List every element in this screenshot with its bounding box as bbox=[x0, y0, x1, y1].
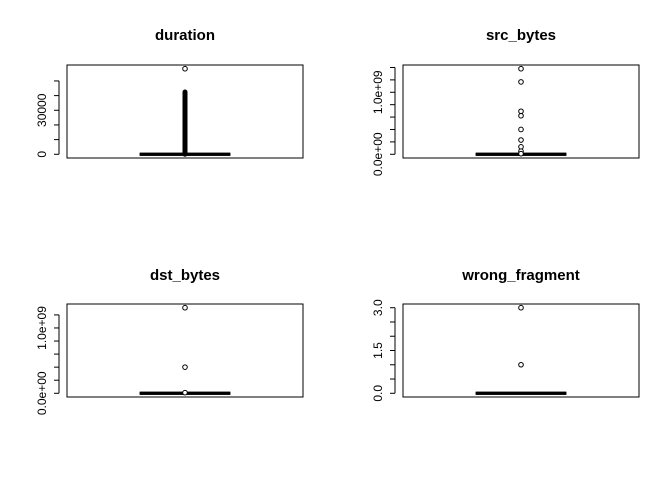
y-tick-label: 0.0e+00 bbox=[35, 371, 49, 415]
y-tick-label: 1.0e+09 bbox=[35, 306, 49, 350]
chart-title: wrong_fragment bbox=[461, 267, 580, 284]
chart-title: dst_bytes bbox=[150, 267, 220, 284]
outlier-point bbox=[518, 304, 524, 311]
outlier-point bbox=[518, 108, 524, 115]
panel-dst-bytes: dst_bytes 0.0e+00 1.0e+09 bbox=[35, 267, 304, 415]
outlier-point bbox=[518, 112, 524, 119]
y-tick-label: 0 bbox=[35, 151, 49, 158]
y-tick-label: 0.0 bbox=[371, 385, 385, 402]
chart-title: duration bbox=[155, 27, 215, 44]
panel-duration: duration 0 30000 bbox=[35, 27, 304, 159]
outlier-point bbox=[518, 137, 524, 143]
plot-frame bbox=[402, 64, 640, 159]
y-tick-label: 1.5 bbox=[371, 342, 385, 359]
y-tick-label: 1.0e+09 bbox=[371, 70, 385, 114]
y-tick-label: 3.0 bbox=[371, 299, 385, 316]
outlier-point bbox=[518, 79, 524, 85]
outlier-point bbox=[518, 150, 524, 157]
panel-src-bytes: src_bytes 0.0e+00 1.0e+09 bbox=[371, 27, 640, 176]
outlier-point bbox=[182, 389, 188, 396]
panel-wrong-fragment: wrong_fragment 0.0 1.5 3.0 bbox=[371, 267, 640, 402]
y-tick-label: 30000 bbox=[35, 93, 49, 127]
outlier-point bbox=[182, 65, 188, 72]
outlier-point bbox=[518, 65, 524, 72]
plot-frame bbox=[66, 64, 304, 159]
y-tick-label: 0.0e+00 bbox=[371, 132, 385, 176]
outlier-point bbox=[518, 126, 524, 133]
outlier-point bbox=[518, 361, 524, 368]
chart-title: src_bytes bbox=[486, 27, 556, 44]
outlier-point bbox=[182, 304, 188, 311]
plot-frame bbox=[66, 303, 304, 398]
outlier-point bbox=[182, 364, 188, 370]
plot-frame bbox=[402, 303, 640, 398]
